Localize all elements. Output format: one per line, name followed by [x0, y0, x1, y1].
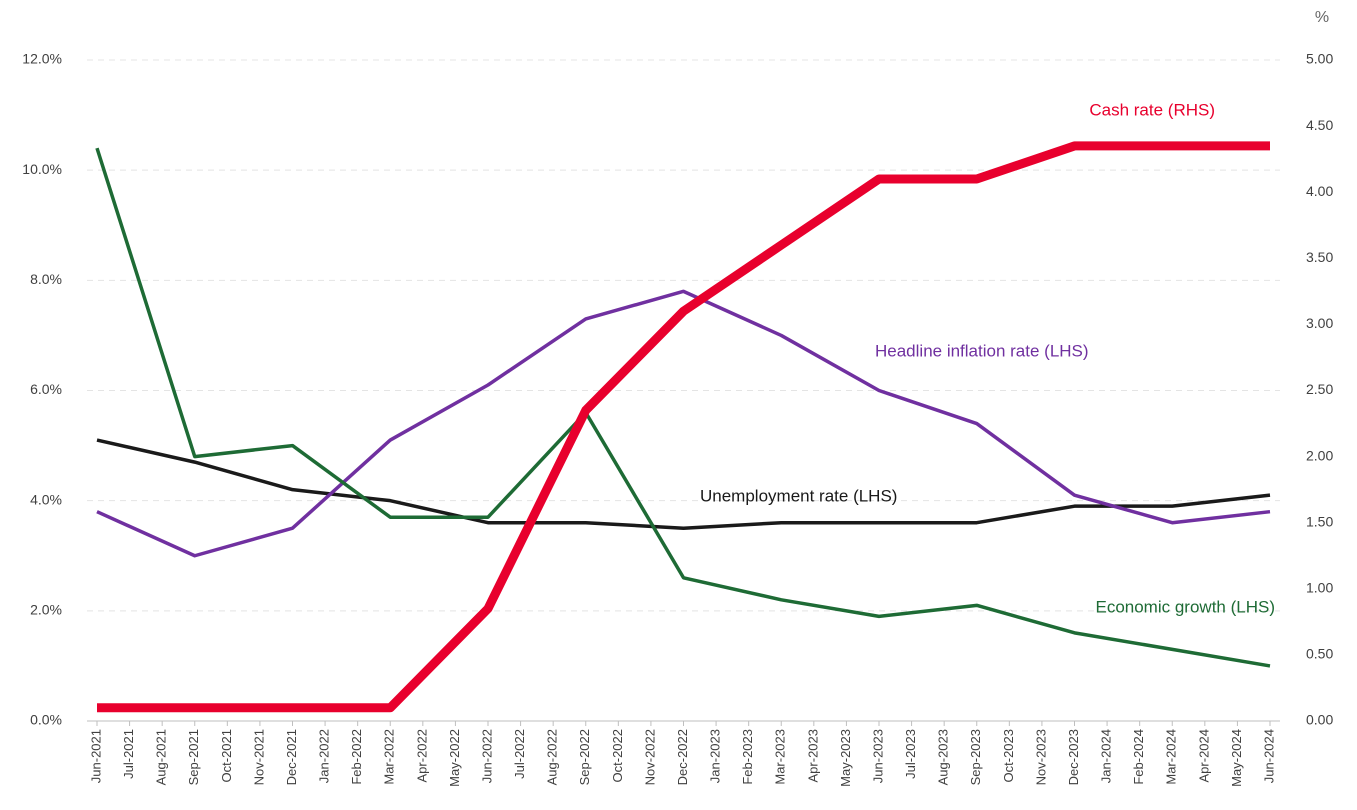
x-tick-label: Jul-2021 — [121, 729, 136, 779]
x-tick-label: Apr-2024 — [1196, 729, 1211, 782]
x-tick-label: Sep-2022 — [577, 729, 592, 785]
x-tick-label: Jul-2023 — [903, 729, 918, 779]
y2-tick-label: 1.00 — [1306, 580, 1333, 596]
y2-axis-label: % — [1315, 9, 1329, 26]
y-tick-label: 2.0% — [30, 602, 62, 618]
x-tick-label: May-2023 — [838, 729, 853, 787]
x-tick-label: Aug-2022 — [545, 729, 560, 785]
y-tick-label: 4.0% — [30, 491, 62, 507]
y2-tick-label: 4.00 — [1306, 183, 1333, 199]
series-label: Unemployment rate (LHS) — [700, 486, 897, 505]
x-tick-label: Jun-2023 — [870, 729, 885, 783]
x-tick-label: Jun-2024 — [1261, 729, 1276, 783]
y2-tick-label: 3.00 — [1306, 315, 1333, 331]
x-tick-label: May-2024 — [1229, 729, 1244, 787]
x-tick-label: Aug-2021 — [154, 729, 169, 785]
x-tick-label: Oct-2021 — [219, 729, 234, 782]
y2-tick-label: 2.50 — [1306, 381, 1333, 397]
series-line — [97, 141, 1270, 713]
x-tick-label: Mar-2023 — [773, 729, 788, 785]
x-tick-label: Feb-2023 — [740, 729, 755, 785]
y2-tick-label: 5.00 — [1306, 51, 1333, 67]
x-tick-label: Jun-2021 — [88, 729, 103, 783]
x-tick-label: Feb-2022 — [349, 729, 364, 785]
x-tick-label: Jan-2022 — [317, 729, 332, 783]
x-tick-label: Nov-2022 — [642, 729, 657, 785]
x-tick-label: Dec-2021 — [284, 729, 299, 785]
x-tick-label: Jul-2022 — [512, 729, 527, 779]
x-tick-label: Mar-2022 — [382, 729, 397, 785]
y-tick-label: 8.0% — [30, 271, 62, 287]
y-tick-label: 10.0% — [22, 161, 62, 177]
series-line — [96, 438, 1271, 530]
y2-tick-label: 4.50 — [1306, 117, 1333, 133]
y-tick-label: 6.0% — [30, 381, 62, 397]
x-tick-label: Jan-2024 — [1099, 729, 1114, 783]
x-tick-label: May-2022 — [447, 729, 462, 787]
y-tick-label: 0.0% — [30, 712, 62, 728]
x-tick-label: Apr-2022 — [414, 729, 429, 782]
x-tick-label: Apr-2023 — [805, 729, 820, 782]
y2-tick-label: 3.50 — [1306, 249, 1333, 265]
x-tick-label: Dec-2023 — [1066, 729, 1081, 785]
x-tick-label: Nov-2023 — [1033, 729, 1048, 785]
x-tick-label: Nov-2021 — [251, 729, 266, 785]
x-tick-label: Sep-2021 — [186, 729, 201, 785]
x-tick-label: Oct-2023 — [1001, 729, 1016, 782]
y-tick-label: 12.0% — [22, 51, 62, 67]
series-label: Cash rate (RHS) — [1089, 100, 1215, 119]
series-label: Economic growth (LHS) — [1095, 597, 1275, 616]
series-line — [95, 147, 1271, 668]
series-label: Headline inflation rate (LHS) — [875, 341, 1089, 360]
y2-tick-label: 0.00 — [1306, 712, 1333, 728]
x-tick-label: Aug-2023 — [936, 729, 951, 785]
x-tick-label: Sep-2023 — [968, 729, 983, 785]
x-tick-label: Jan-2023 — [708, 729, 723, 783]
x-tick-label: Dec-2022 — [675, 729, 690, 785]
x-tick-label: Feb-2024 — [1131, 729, 1146, 785]
y2-tick-label: 0.50 — [1306, 646, 1333, 662]
x-tick-label: Oct-2022 — [610, 729, 625, 782]
x-tick-label: Mar-2024 — [1164, 729, 1179, 785]
y2-tick-label: 1.50 — [1306, 513, 1333, 529]
series-line — [96, 289, 1271, 558]
y2-tick-label: 2.00 — [1306, 447, 1333, 463]
x-tick-label: Jun-2022 — [479, 729, 494, 783]
